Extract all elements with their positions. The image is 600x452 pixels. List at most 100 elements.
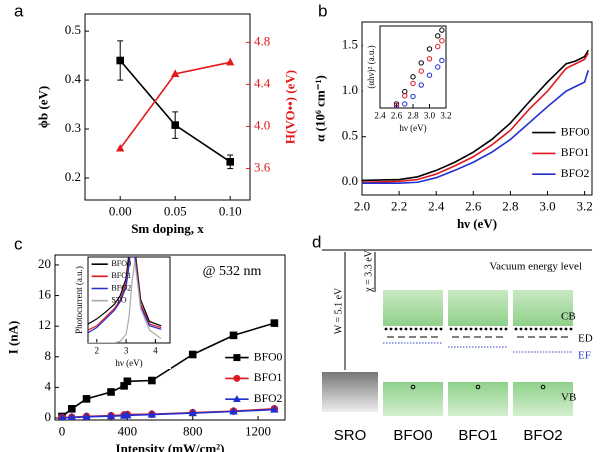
x-tick-label: 2.2 [391,198,407,213]
y2-tick-label: 4.0 [254,117,270,132]
cb-block [383,290,443,326]
donor-dot [524,327,528,331]
marker [410,80,416,87]
marker [439,27,445,33]
legend-label: BFO2 [561,167,590,180]
x-tick-label: 3.0 [424,111,436,121]
x-tick-label: 400 [118,423,138,438]
marker [106,411,116,420]
donor-dot [424,327,428,331]
hole [410,384,416,390]
x-tick-label: 4 [153,346,158,356]
donor-dot [449,327,453,331]
legend-label: BFO1 [561,146,590,159]
donor-dot [409,327,413,331]
marker [226,57,235,66]
donor-dot [439,327,443,331]
x-tick-label: 3.0 [539,198,555,213]
column-label: SRO [334,427,367,444]
marker [171,121,179,129]
x-axis-label: Intensity (mW/cm²) [116,441,225,452]
x-tick-label: 2.4 [374,111,386,121]
legend-label: BFO0 [561,125,590,138]
plot-frame [84,13,251,201]
marker [188,350,197,359]
y-axis-label: α (10⁶ cm⁻¹) [313,75,328,142]
y-tick-label: 0.0 [342,173,358,188]
y-tick-label: 0.5 [65,22,81,37]
donor-dot [454,327,458,331]
marker [82,412,91,420]
donor-dot [429,327,433,331]
plot-frame [361,21,593,196]
x-tick-label: 2.8 [502,198,518,213]
legend-label: BFO0 [111,259,131,268]
marker [229,406,238,415]
donor-dot [504,327,508,331]
donor-dot [484,327,488,331]
x-tick-label: 2.0 [354,198,370,213]
donor-dot [519,327,523,331]
donor-dot [534,327,538,331]
vb-block [513,382,573,416]
x-axis-label: hν (eV) [399,123,426,133]
donor-dot [569,327,573,331]
marker [233,374,241,382]
vacuum-label: Vacuum energy level [489,261,582,273]
x-tick-label: 0.10 [219,203,242,218]
energy-diagram: d Vacuum energy level W = 5.1 eV χ = 3.3… [312,232,593,443]
inset-chart: 2.4 2.6 2.8 3.0 3.2 hν (eV) (αhν)² (a.u.) [362,25,452,134]
y-tick-label: 12 [38,317,51,332]
ef-label: EF [578,350,591,362]
y-tick-label: 8 [45,348,52,363]
x-tick-label: 3.2 [440,111,451,121]
legend-label: STO [111,296,126,305]
marker [229,331,238,340]
y-tick-label: 4 [45,378,52,393]
donor-dot [404,327,408,331]
donor-dot [414,327,418,331]
marker [148,376,156,385]
column-label: BFO0 [393,427,432,444]
donor-dot [469,327,473,331]
y-tick-label: 0.4 [65,71,82,86]
y-tick-label: 16 [38,287,52,302]
donor-dot [489,327,493,331]
marker [116,143,125,152]
marker [439,38,445,44]
y-axis-label: ϕb (eV) [36,86,51,128]
y-tick-label: 0 [45,409,52,424]
y-tick-label: 0.3 [65,120,81,135]
marker [107,388,115,396]
x-tick-label: 2.4 [428,198,445,213]
donor-dot [459,327,463,331]
x-tick-label: 800 [183,423,203,438]
marker [393,102,400,108]
y-tick-label: 1.0 [342,82,358,97]
sro-block [322,372,378,412]
legend-label: BFO1 [254,371,283,384]
y2-axis-label: H(VO••) (eV) [283,70,298,144]
plot-frame [54,254,286,421]
marker [426,56,433,62]
y2-tick-label: 4.8 [254,33,270,48]
legend-label: BFO2 [254,392,283,405]
x-tick-label: 1200 [245,423,271,438]
marker [418,82,424,88]
x-tick-label: 3 [124,346,129,356]
hole [540,384,546,390]
y2-tick-label: 4.4 [254,75,271,90]
donor-dot [544,327,548,331]
marker [426,46,433,52]
donor-dot [499,327,503,331]
marker [123,377,132,386]
panel-label: a [14,1,24,20]
x-tick-label: 2.6 [391,111,403,121]
donor-dot [559,327,563,331]
inset-chart: 2 3 4 BFO0 BFO1 BFO2 STO hν (eV) Photocurrent (a… [70,256,171,369]
x-tick-label: 0.00 [109,203,132,218]
marker [58,413,66,420]
donor-dot [549,327,553,331]
x-axis-label: hν (eV) [115,358,142,368]
